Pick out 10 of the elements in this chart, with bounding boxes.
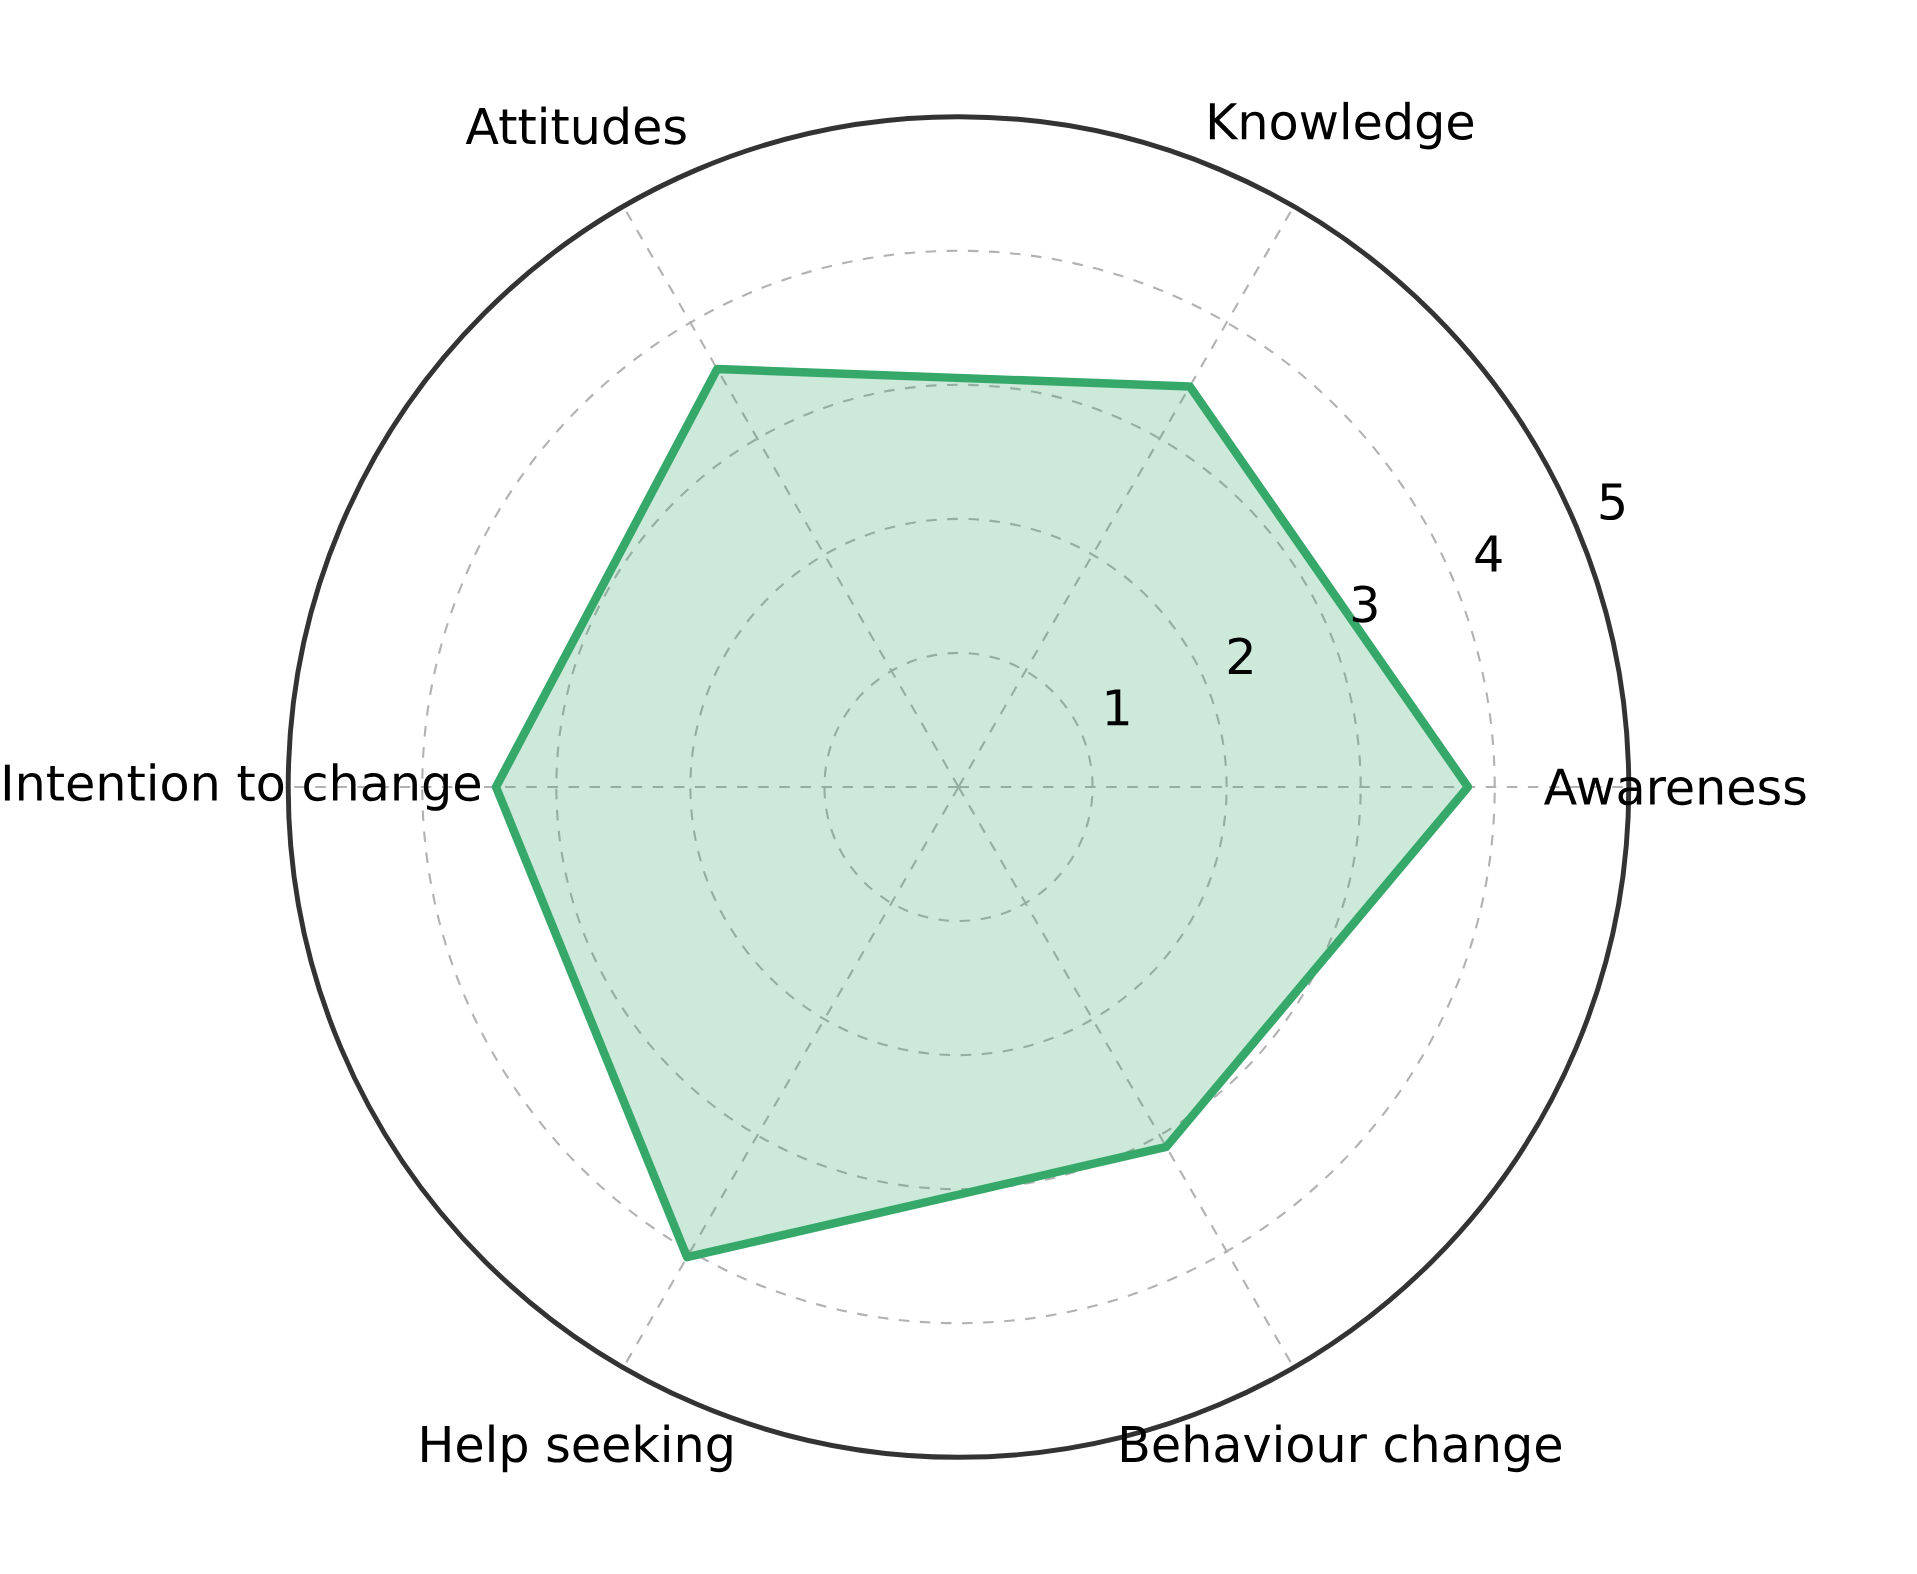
y-tick-label: 2 — [1228, 637, 1252, 674]
spoke-label: Knowledge — [1209, 101, 1474, 150]
y-tick-label: 5 — [1600, 483, 1624, 521]
y-tick-label: 4 — [1475, 535, 1502, 572]
y-tick-label: 1 — [1106, 689, 1129, 726]
spoke-label: Help seeking — [422, 1424, 732, 1473]
y-tick-label: 3 — [1352, 585, 1377, 623]
spoke-label: Attitudes — [465, 106, 686, 145]
spoke-label: Intention to change — [4, 763, 480, 811]
spoke-label: Behaviour change — [1121, 1424, 1561, 1473]
